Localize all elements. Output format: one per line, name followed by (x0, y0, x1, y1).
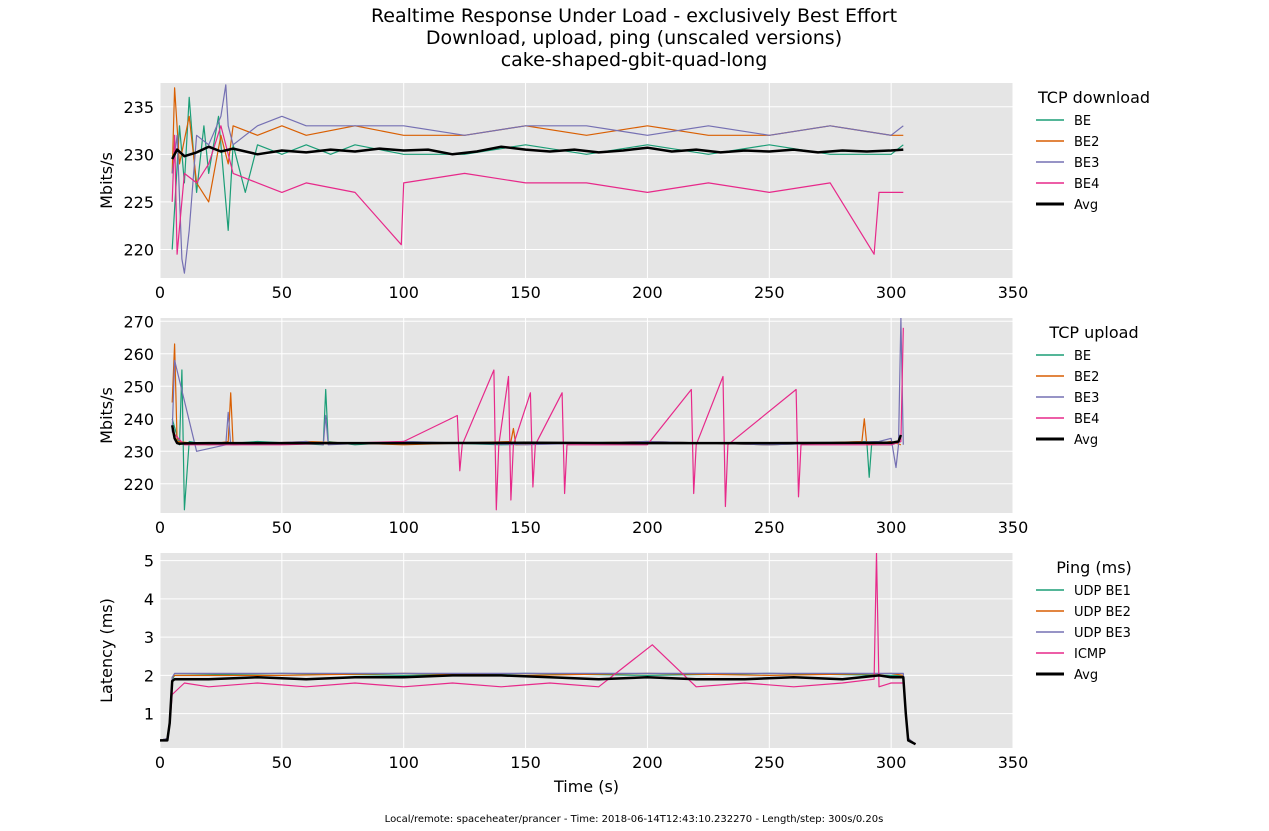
legend-entry: BE (1074, 349, 1091, 364)
x-tick-label: 0 (155, 753, 165, 772)
plot-area (160, 318, 1013, 513)
legend-entry: BE4 (1074, 177, 1099, 192)
legend-entry: ICMP (1074, 647, 1106, 662)
y-tick-label: 235 (123, 98, 154, 117)
legend-entry: Avg (1074, 433, 1098, 448)
x-axis-label: Time (s) (553, 777, 619, 796)
y-tick-label: 230 (123, 145, 154, 164)
legend-entry: BE2 (1074, 370, 1099, 385)
legend-entry: UDP BE2 (1074, 605, 1131, 620)
series-line-be4 (171, 327, 904, 511)
panel-1: 0 50 100 150 200 250 300 350 220 225 230 235 Mbits/s… (97, 83, 1150, 302)
series-line-avg (171, 145, 904, 160)
plot-area (160, 83, 1013, 278)
x-tick-label: 200 (632, 283, 663, 302)
x-tick-label: 250 (754, 518, 785, 537)
x-tick-label: 150 (510, 753, 541, 772)
y-tick-label: 240 (123, 410, 154, 429)
x-tick-label: 200 (632, 518, 663, 537)
series-line-avg (170, 425, 903, 446)
x-tick-label: 250 (754, 283, 785, 302)
legend: TCP download BE BE2 BE3 BE4 Avg (1036, 88, 1150, 213)
y-tick-label: 250 (123, 377, 154, 396)
x-tick-label: 350 (998, 518, 1029, 537)
legend: Ping (ms) UDP BE1 UDP BE2 UDP BE3 ICMP Avg (1036, 558, 1132, 683)
legend-title: TCP download (1037, 88, 1150, 107)
y-axis-label: Latency (ms) (97, 598, 116, 703)
x-tick-label: 200 (632, 753, 663, 772)
y-tick-label: 4 (144, 590, 154, 609)
y-tick-label: 3 (144, 628, 154, 647)
y-tick-label: 270 (123, 312, 154, 331)
legend-entry: Avg (1074, 668, 1098, 683)
y-tick-label: 220 (123, 240, 154, 259)
y-tick-label: 225 (123, 193, 154, 212)
footer-metadata: Local/remote: spaceheater/prancer - Time… (385, 814, 884, 825)
panel-2: 0 50 100 150 200 250 300 350 220 230 240 250 260 270 M… (97, 312, 1139, 537)
y-tick-label: 230 (123, 442, 154, 461)
x-tick-label: 150 (510, 518, 541, 537)
x-tick-label: 100 (388, 753, 419, 772)
series-group (160, 553, 917, 746)
y-tick-label: 1 (144, 705, 154, 724)
chart-title-line1: Realtime Response Under Load - exclusive… (371, 5, 897, 27)
chart-title-line3: cake-shaped-gbit-quad-long (501, 49, 768, 71)
y-tick-label: 2 (144, 666, 154, 685)
y-axis-label: Mbits/s (97, 152, 116, 209)
series-line-be3 (171, 84, 904, 274)
series-group (171, 84, 904, 274)
x-tick-label: 300 (876, 753, 907, 772)
y-tick-label: 260 (123, 345, 154, 364)
x-tick-label: 250 (754, 753, 785, 772)
legend-title: Ping (ms) (1056, 558, 1132, 577)
series-line-icmp (160, 553, 916, 745)
x-tick-label: 300 (876, 518, 907, 537)
y-tick-label: 220 (123, 475, 154, 494)
legend-entry: BE4 (1074, 412, 1099, 427)
series-line-avg (160, 674, 917, 746)
x-tick-label: 300 (876, 283, 907, 302)
legend-title: TCP upload (1048, 323, 1138, 342)
series-group (170, 318, 904, 511)
x-tick-label: 0 (155, 283, 165, 302)
x-tick-label: 350 (998, 753, 1029, 772)
panel-3: 0 50 100 150 200 250 300 350 1 2 3 4 5 Latency (ms) Ti… (97, 552, 1132, 796)
legend-entry: BE2 (1074, 135, 1099, 150)
series-line-be4 (171, 125, 904, 255)
legend-entry: BE3 (1074, 391, 1099, 406)
x-tick-label: 350 (998, 283, 1029, 302)
legend-entry: UDP BE3 (1074, 626, 1131, 641)
x-tick-label: 100 (388, 518, 419, 537)
legend-entry: BE3 (1074, 156, 1099, 171)
x-tick-label: 0 (155, 518, 165, 537)
chart-title-line2: Download, upload, ping (unscaled version… (426, 27, 842, 49)
legend-entry: BE (1074, 114, 1091, 129)
y-axis-label: Mbits/s (97, 387, 116, 444)
x-tick-label: 150 (510, 283, 541, 302)
x-tick-label: 50 (272, 283, 292, 302)
legend-entry: Avg (1074, 198, 1098, 213)
x-tick-label: 50 (272, 753, 292, 772)
chart-panels: 0 50 100 150 200 250 300 350220225230235Mbits/s… (97, 83, 1150, 796)
legend-entry: UDP BE1 (1074, 584, 1131, 599)
x-tick-label: 100 (388, 283, 419, 302)
plot-area (160, 553, 1013, 748)
x-tick-label: 50 (272, 518, 292, 537)
y-tick-label: 5 (144, 552, 154, 571)
legend: TCP upload BE BE2 BE3 BE4 Avg (1036, 323, 1139, 448)
